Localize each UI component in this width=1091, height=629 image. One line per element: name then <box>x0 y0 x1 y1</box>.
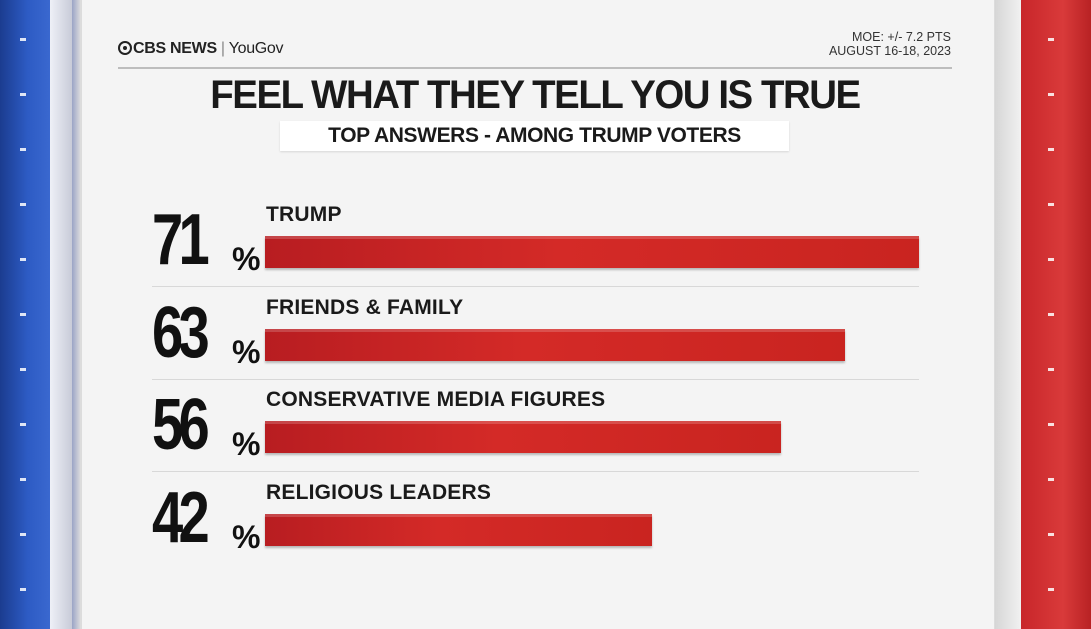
bar-4 <box>265 513 652 546</box>
right-red-stripe <box>1021 0 1091 629</box>
percent-sign: % <box>232 518 261 555</box>
bar-2 <box>265 328 845 361</box>
value-number: 63 <box>152 292 210 373</box>
subtitle-box <box>280 121 789 151</box>
category-label-1: TRUMP <box>266 203 342 226</box>
value-number: 42 <box>152 477 210 558</box>
value-label-3: 56% <box>152 385 260 465</box>
brand-separator: | <box>220 40 225 57</box>
right-white-band <box>995 0 1021 629</box>
brand-partner: YouGov <box>228 40 284 57</box>
percent-sign: % <box>232 333 261 370</box>
left-shadow-band <box>72 0 80 629</box>
value-number: 71 <box>152 200 210 280</box>
row-divider <box>152 471 919 472</box>
right-dash-decoration <box>1048 0 1054 629</box>
row-divider <box>152 286 919 287</box>
value-number: 56 <box>152 385 210 465</box>
value-label-1: 71% <box>152 200 260 280</box>
brand-network: CBS NEWS <box>133 40 217 57</box>
poll-dates: AUGUST 16-18, 2023 <box>828 44 951 58</box>
chart-title: FEEL WHAT THEY TELL YOU IS TRUE <box>210 73 861 117</box>
percent-sign: % <box>232 241 261 277</box>
left-dash-decoration <box>20 0 26 629</box>
header-rule <box>118 67 952 69</box>
left-white-band <box>50 0 72 629</box>
chart-subtitle: TOP ANSWERS - AMONG TRUMP VOTERS <box>328 124 741 147</box>
percent-sign: % <box>232 426 261 462</box>
bar-3 <box>265 421 781 453</box>
moe-block: MOE: +/- 7.2 PTS AUGUST 16-18, 2023 <box>829 30 951 58</box>
category-label-2: FRIENDS & FAMILY <box>266 295 464 319</box>
value-label-4: 42% <box>152 477 260 558</box>
category-label-3: CONSERVATIVE MEDIA FIGURES <box>266 388 606 411</box>
bar-1 <box>265 236 919 268</box>
moe-text: MOE: +/- 7.2 PTS <box>852 30 951 44</box>
brand-logo: CBS NEWS | YouGov <box>118 40 284 58</box>
row-divider <box>152 378 919 380</box>
value-label-2: 63% <box>152 292 260 373</box>
category-label-4: RELIGIOUS LEADERS <box>266 480 492 504</box>
cbs-eye-icon <box>118 41 132 55</box>
